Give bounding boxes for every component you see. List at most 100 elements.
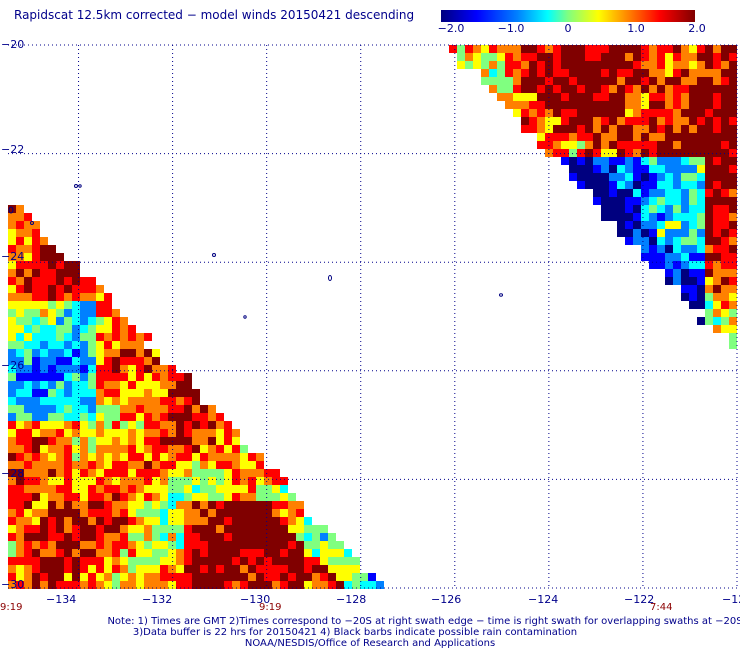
wind-diff-cell (232, 437, 240, 445)
wind-diff-cell (617, 53, 625, 61)
wind-diff-cell (625, 117, 633, 125)
wind-diff-cell (577, 45, 585, 53)
wind-diff-cell (120, 525, 128, 533)
wind-diff-cell (96, 565, 104, 573)
wind-diff-cell (16, 421, 24, 429)
wind-diff-cell (120, 533, 128, 541)
wind-diff-cell (352, 557, 360, 565)
wind-diff-cell (224, 437, 232, 445)
wind-diff-cell (513, 101, 521, 109)
wind-diff-cell (200, 469, 208, 477)
wind-diff-cell (24, 541, 32, 549)
wind-diff-cell (280, 493, 288, 501)
wind-diff-cell (577, 173, 585, 181)
wind-diff-cell (713, 77, 721, 85)
wind-diff-cell (120, 461, 128, 469)
wind-diff-cell (264, 517, 272, 525)
wind-diff-cell (64, 365, 72, 373)
wind-diff-cell (184, 477, 192, 485)
wind-diff-cell (40, 333, 48, 341)
lat-label: −28 (1, 467, 25, 480)
wind-diff-cell (625, 221, 633, 229)
wind-diff-cell (48, 293, 56, 301)
wind-diff-cell (136, 565, 144, 573)
wind-diff-cell (697, 197, 705, 205)
wind-diff-cell (160, 565, 168, 573)
wind-diff-cell (665, 109, 673, 117)
wind-diff-cell (553, 45, 561, 53)
wind-diff-cell (609, 133, 617, 141)
wind-diff-cell (240, 517, 248, 525)
wind-diff-cell (328, 565, 336, 573)
wind-diff-cell (280, 541, 288, 549)
wind-diff-cell (88, 453, 96, 461)
wind-diff-cell (56, 373, 64, 381)
wind-diff-cell (200, 573, 208, 581)
wind-diff-cell (88, 493, 96, 501)
wind-diff-cell (617, 221, 625, 229)
wind-diff-cell (168, 565, 176, 573)
wind-diff-cell (609, 101, 617, 109)
wind-diff-cell (601, 173, 609, 181)
wind-diff-cell (104, 485, 112, 493)
wind-diff-cell (272, 557, 280, 565)
wind-diff-cell (144, 477, 152, 485)
wind-diff-cell (577, 93, 585, 101)
wind-diff-cell (641, 45, 649, 53)
wind-diff-cell (64, 421, 72, 429)
wind-diff-cell (256, 581, 264, 589)
wind-diff-cell (681, 237, 689, 245)
wind-diff-cell (104, 469, 112, 477)
wind-diff-cell (601, 93, 609, 101)
wind-diff-cell (585, 133, 593, 141)
wind-diff-cell (689, 77, 697, 85)
wind-diff-cell (136, 485, 144, 493)
wind-diff-cell (729, 69, 737, 77)
wind-diff-cell (713, 301, 721, 309)
wind-diff-cell (593, 45, 601, 53)
wind-diff-cell (256, 453, 264, 461)
wind-diff-cell (128, 341, 136, 349)
wind-diff-cell (184, 485, 192, 493)
wind-diff-cell (64, 333, 72, 341)
wind-diff-cell (272, 565, 280, 573)
wind-diff-cell (144, 509, 152, 517)
wind-diff-cell (248, 501, 256, 509)
wind-diff-cell (256, 517, 264, 525)
wind-diff-cell (633, 205, 641, 213)
wind-diff-cell (120, 413, 128, 421)
wind-diff-cell (24, 565, 32, 573)
wind-diff-cell (72, 525, 80, 533)
wind-diff-cell (729, 317, 737, 325)
wind-diff-cell (673, 133, 681, 141)
wind-diff-cell (144, 445, 152, 453)
wind-diff-cell (633, 93, 641, 101)
wind-diff-cell (657, 165, 665, 173)
wind-diff-cell (521, 53, 529, 61)
wind-diff-cell (48, 341, 56, 349)
lon-label: −128 (336, 593, 367, 606)
wind-diff-cell (673, 253, 681, 261)
wind-diff-cell (529, 45, 537, 53)
wind-diff-cell (721, 229, 729, 237)
wind-diff-cell (72, 461, 80, 469)
wind-diff-cell (721, 205, 729, 213)
wind-diff-cell (216, 445, 224, 453)
wind-diff-cell (176, 557, 184, 565)
wind-diff-cell (88, 333, 96, 341)
wind-diff-cell (689, 261, 697, 269)
wind-diff-cell (328, 533, 336, 541)
wind-diff-cell (497, 77, 505, 85)
wind-diff-cell (112, 557, 120, 565)
wind-diff-cell (192, 509, 200, 517)
wind-diff-cell (529, 117, 537, 125)
wind-diff-cell (32, 421, 40, 429)
wind-diff-cell (601, 61, 609, 69)
wind-diff-cell (216, 429, 224, 437)
wind-diff-cell (601, 165, 609, 173)
wind-diff-cell (80, 333, 88, 341)
wind-diff-cell (248, 565, 256, 573)
wind-diff-cell (8, 205, 16, 213)
wind-diff-cell (32, 389, 40, 397)
wind-diff-cell (168, 517, 176, 525)
